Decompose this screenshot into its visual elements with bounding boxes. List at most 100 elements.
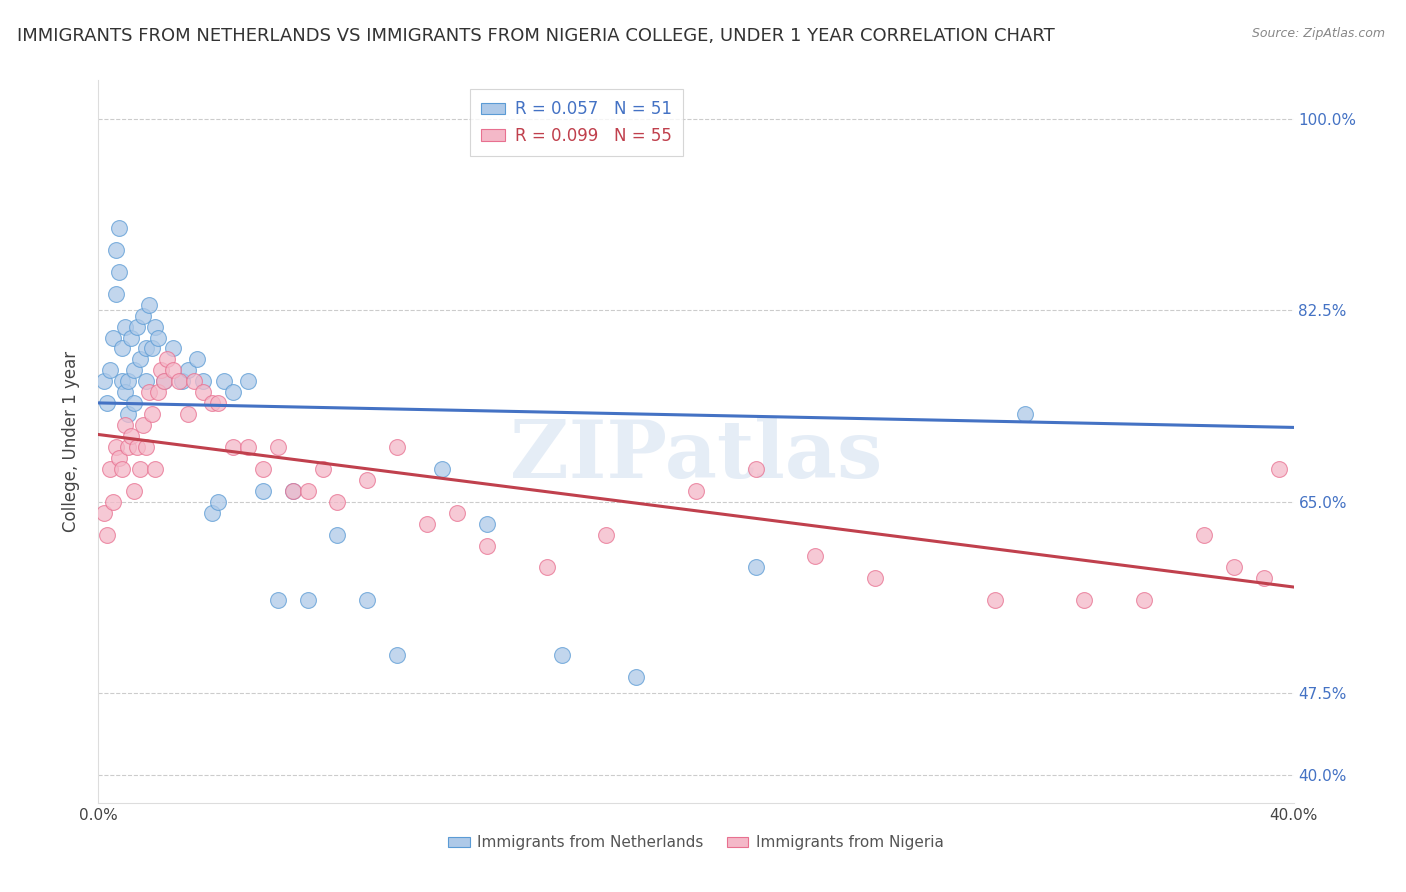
Point [685, 483, 707, 498]
Point [207, 396, 229, 410]
Text: IMMIGRANTS FROM NETHERLANDS VS IMMIGRANTS FROM NIGERIA COLLEGE, UNDER 1 YEAR COR: IMMIGRANTS FROM NETHERLANDS VS IMMIGRANT… [17, 27, 1054, 45]
Point [108, 265, 131, 279]
Point [153, 374, 176, 388]
Point [536, 560, 558, 574]
Point [595, 527, 617, 541]
Point [191, 374, 214, 388]
Point [105, 286, 128, 301]
Point [96, 396, 118, 410]
Point [117, 407, 139, 421]
Point [103, 494, 125, 508]
Point [114, 418, 136, 433]
Point [141, 342, 163, 356]
Point [93, 506, 115, 520]
Point [132, 309, 155, 323]
Point [127, 319, 149, 334]
Point [1073, 593, 1095, 607]
Point [105, 243, 128, 257]
Point [124, 483, 146, 498]
Point [162, 342, 184, 356]
Point [132, 418, 155, 433]
Point [222, 440, 245, 454]
Point [356, 593, 378, 607]
Point [117, 374, 139, 388]
Point [281, 483, 304, 498]
Point [93, 374, 115, 388]
Point [745, 462, 768, 476]
Point [172, 374, 194, 388]
Point [96, 527, 118, 541]
Point [135, 342, 157, 356]
Point [138, 385, 160, 400]
Point [114, 319, 136, 334]
Point [446, 506, 468, 520]
Point [114, 385, 136, 400]
Point [267, 593, 290, 607]
Point [135, 440, 157, 454]
Point [143, 319, 166, 334]
Point [141, 407, 163, 421]
Point [129, 352, 152, 367]
Point [252, 462, 274, 476]
Point [865, 571, 887, 585]
Point [416, 516, 439, 531]
Point [150, 363, 173, 377]
Point [267, 440, 290, 454]
Point [108, 221, 131, 235]
Point [111, 462, 134, 476]
Point [1253, 571, 1275, 585]
Point [177, 407, 200, 421]
Point [1014, 407, 1036, 421]
Point [1267, 462, 1289, 476]
Text: Source: ZipAtlas.com: Source: ZipAtlas.com [1251, 27, 1385, 40]
Point [236, 374, 259, 388]
Point [212, 374, 235, 388]
Point [326, 494, 349, 508]
Point [550, 648, 572, 662]
Point [430, 462, 453, 476]
Point [281, 483, 304, 498]
Y-axis label: College, Under 1 year: College, Under 1 year [62, 351, 80, 533]
Point [626, 670, 648, 684]
Point [984, 593, 1007, 607]
Legend: Immigrants from Netherlands, Immigrants from Nigeria: Immigrants from Netherlands, Immigrants … [443, 830, 949, 856]
Text: ZIPatlas: ZIPatlas [510, 417, 882, 495]
Point [297, 483, 319, 498]
Point [98, 363, 122, 377]
Point [162, 363, 184, 377]
Point [167, 374, 190, 388]
Point [745, 560, 768, 574]
Point [1192, 527, 1215, 541]
Point [98, 462, 122, 476]
Point [148, 330, 170, 344]
Point [191, 385, 214, 400]
Point [117, 440, 139, 454]
Point [1223, 560, 1246, 574]
Point [135, 374, 157, 388]
Point [129, 462, 152, 476]
Point [297, 593, 319, 607]
Point [111, 374, 134, 388]
Point [124, 396, 146, 410]
Point [475, 516, 498, 531]
Point [177, 363, 200, 377]
Point [201, 506, 224, 520]
Point [124, 363, 146, 377]
Point [148, 385, 170, 400]
Point [153, 374, 176, 388]
Point [236, 440, 259, 454]
Point [105, 440, 128, 454]
Point [143, 462, 166, 476]
Point [103, 330, 125, 344]
Point [120, 330, 142, 344]
Point [120, 429, 142, 443]
Point [222, 385, 245, 400]
Point [156, 352, 179, 367]
Point [186, 352, 208, 367]
Point [207, 494, 229, 508]
Point [475, 539, 498, 553]
Point [201, 396, 224, 410]
Point [356, 473, 378, 487]
Point [311, 462, 333, 476]
Point [252, 483, 274, 498]
